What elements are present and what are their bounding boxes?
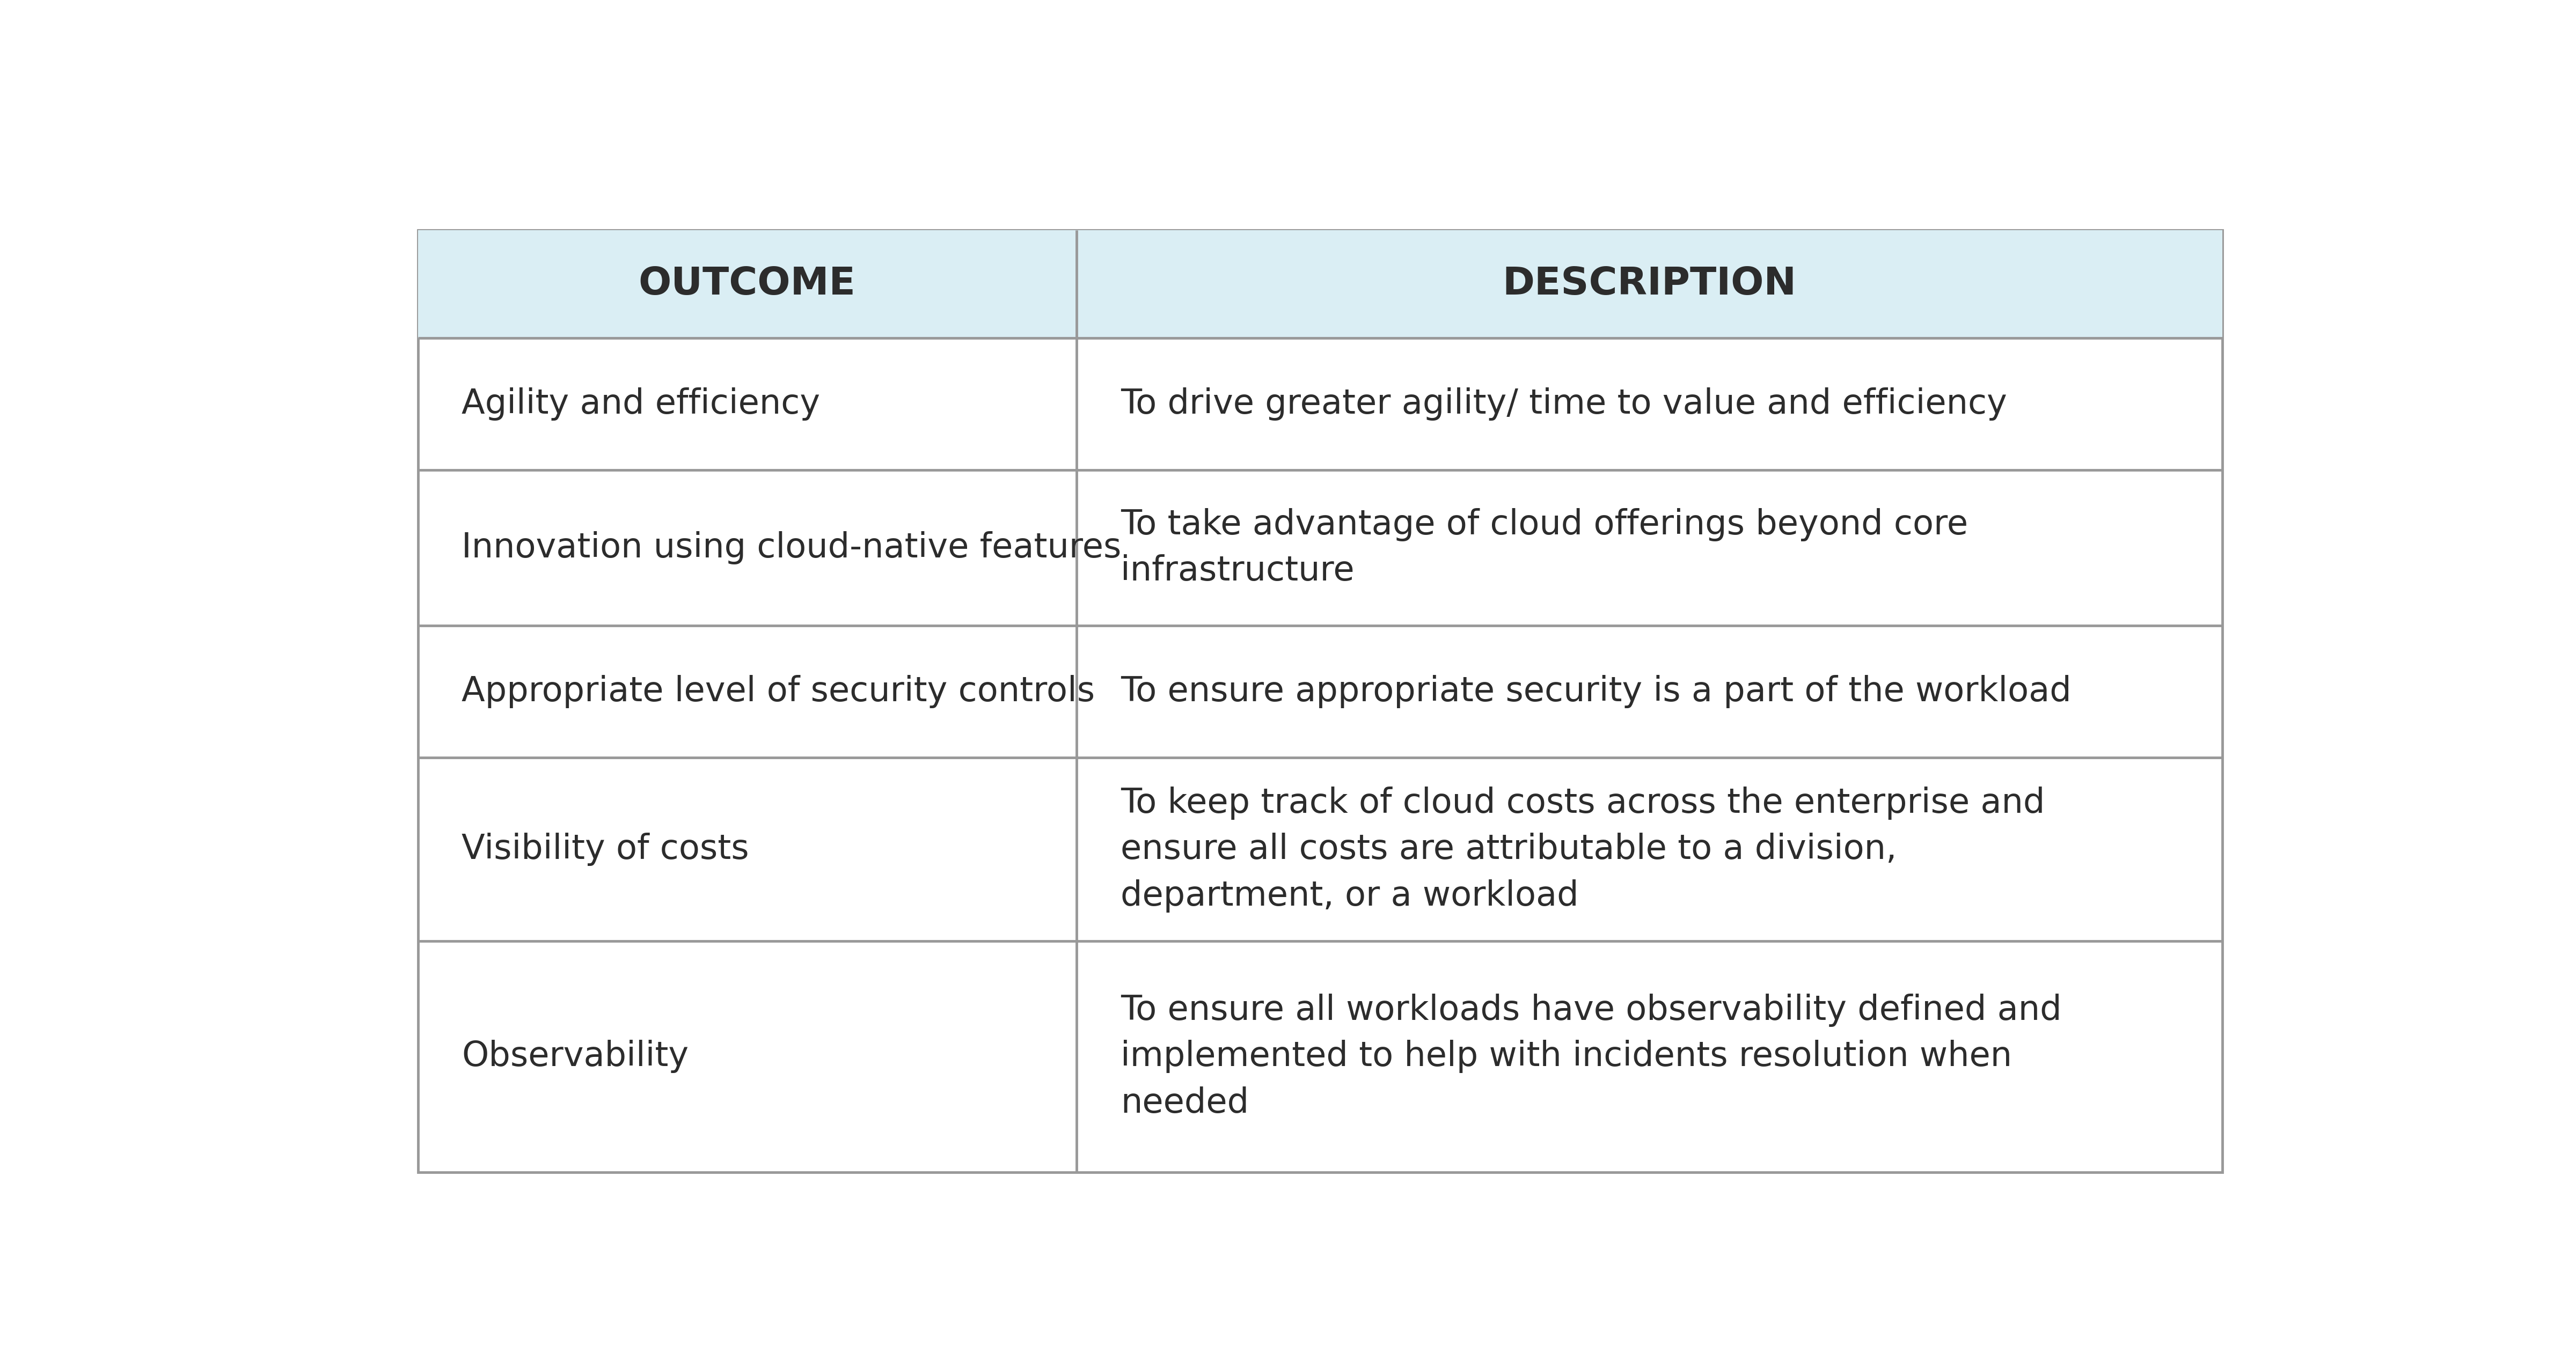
Text: Innovation using cloud-native features: Innovation using cloud-native features xyxy=(461,531,1121,565)
Text: OUTCOME: OUTCOME xyxy=(639,265,855,303)
Text: DESCRIPTION: DESCRIPTION xyxy=(1502,265,1795,303)
Text: Appropriate level of security controls: Appropriate level of security controls xyxy=(461,675,1095,708)
Text: To take advantage of cloud offerings beyond core
infrastructure: To take advantage of cloud offerings bey… xyxy=(1121,508,1968,588)
Text: Observability: Observability xyxy=(461,1040,688,1073)
Text: To drive greater agility/ time to value and efficiency: To drive greater agility/ time to value … xyxy=(1121,388,2007,420)
Text: Visibility of costs: Visibility of costs xyxy=(461,833,750,867)
Text: To ensure all workloads have observability defined and
implemented to help with : To ensure all workloads have observabili… xyxy=(1121,994,2061,1119)
Bar xyxy=(417,230,2223,338)
Text: Agility and efficiency: Agility and efficiency xyxy=(461,388,819,420)
Text: To ensure appropriate security is a part of the workload: To ensure appropriate security is a part… xyxy=(1121,675,2071,708)
Text: To keep track of cloud costs across the enterprise and
ensure all costs are attr: To keep track of cloud costs across the … xyxy=(1121,787,2045,913)
